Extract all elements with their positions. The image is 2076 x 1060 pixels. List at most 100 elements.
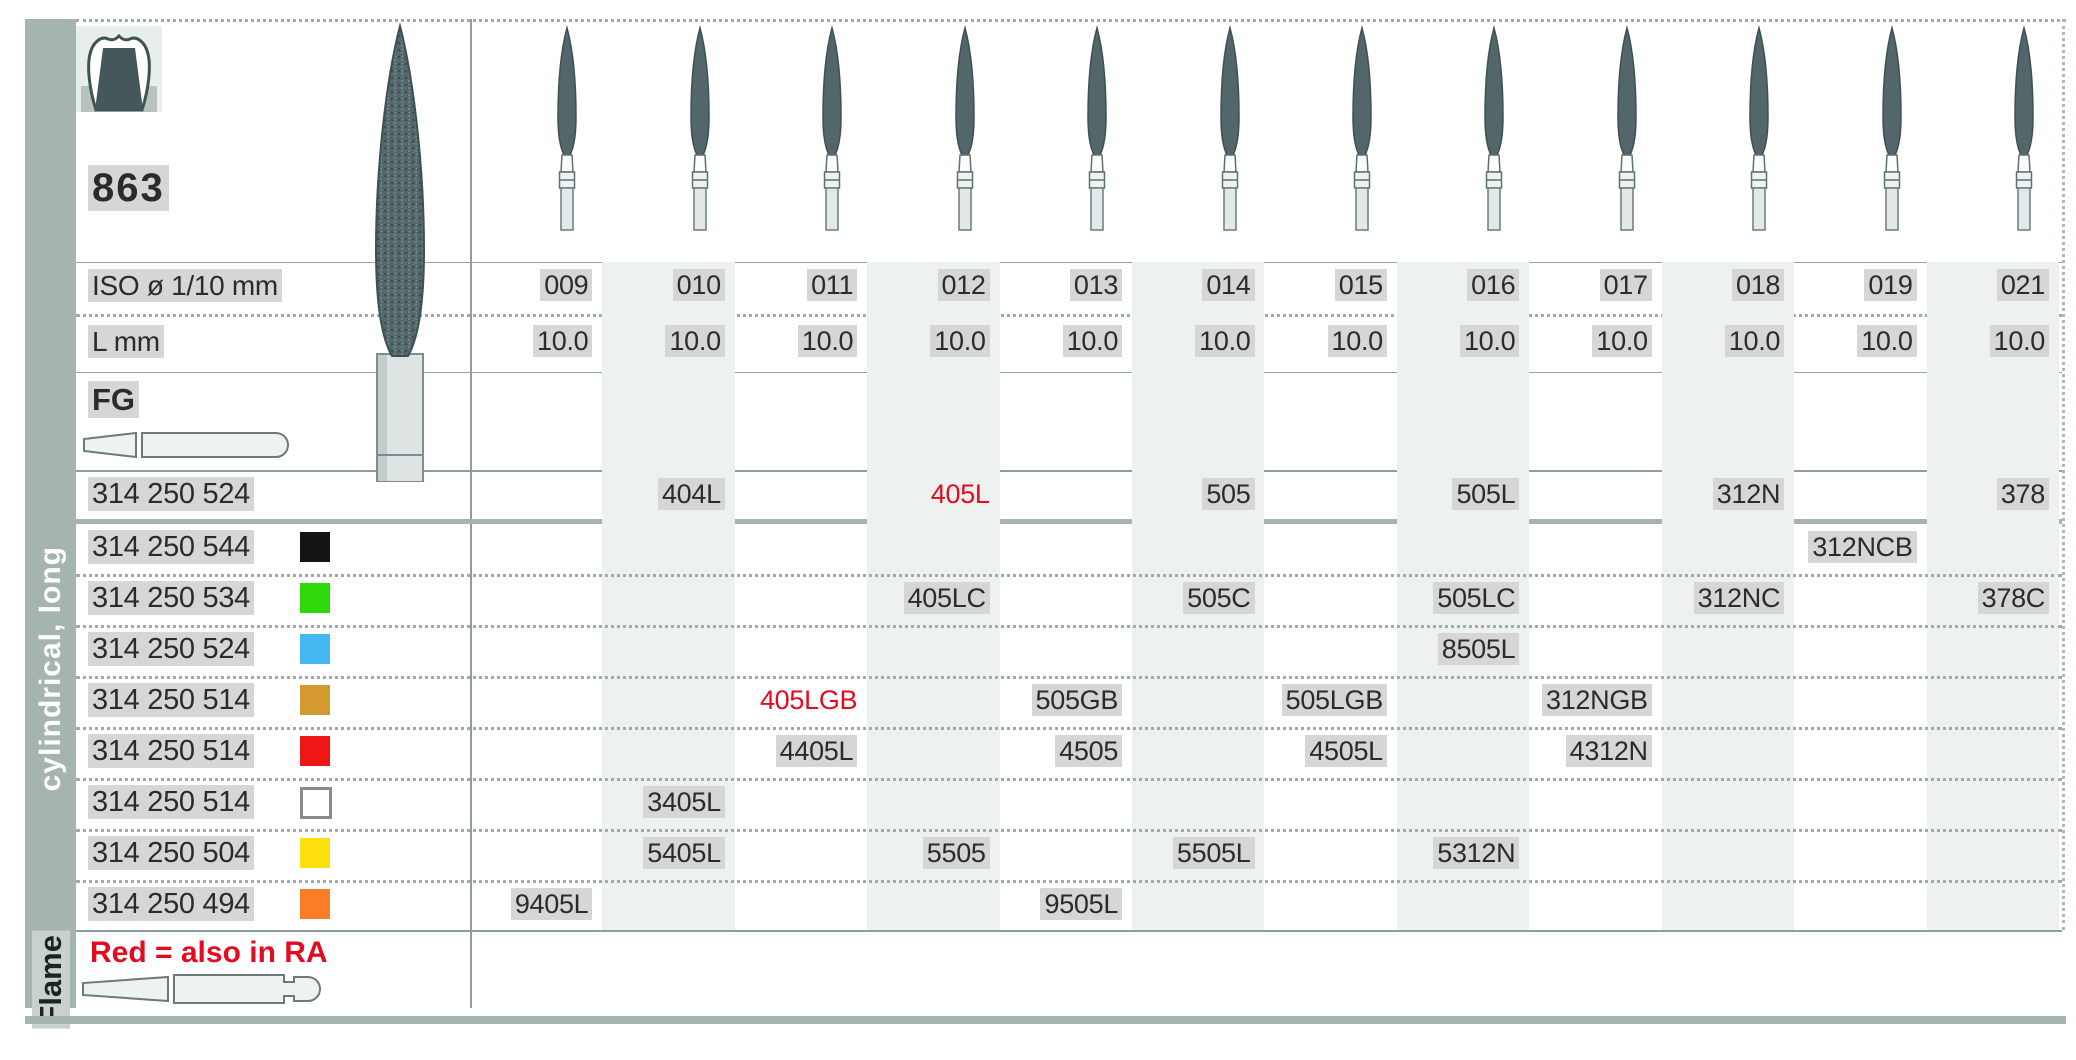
catalog-number-cell: 5505L [1131,837,1255,869]
iso-value: 015 [1334,269,1387,301]
figure-number: 863 [88,165,169,211]
table-row: 314 250 524 8505L [0,629,1990,673]
l-value-cell: 10.0 [1793,325,1917,357]
bur-icon [1075,22,1119,237]
l-value: 10.0 [665,325,725,357]
data-bottom-line [76,930,2062,932]
iso-value: 010 [672,269,725,301]
catalog-number: 378C [1977,582,2049,614]
order-code: 314 250 494 [88,887,254,921]
iso-value: 019 [1864,269,1917,301]
sidebar-shape-label: Flame [25,931,76,1029]
catalog-number: 5312N [1433,837,1520,869]
l-value: 10.0 [1195,325,1255,357]
catalog-number-cell: 505 [1131,478,1255,510]
l-value: 10.0 [1327,325,1387,357]
bur-icon [1870,22,1914,237]
catalog-number: 404L [657,478,725,510]
first-row-separator [76,519,2062,524]
large-bur-image [348,20,452,487]
bur-icon [810,22,854,237]
catalog-number-cell: 4405L [733,735,858,767]
l-value-cell: 10.0 [998,325,1123,357]
iso-value: 018 [1732,269,1785,301]
catalog-number-cell: 5405L [601,837,725,869]
catalog-number-cell: 505GB [998,684,1123,716]
catalog-number-cell: 405LGB [733,685,858,716]
l-value: 10.0 [930,325,990,357]
table-row: 314 250 514 4405L 4505 4505L 4312N [0,731,1990,775]
bur-icon [678,22,722,237]
iso-value-cell: 013 [998,269,1123,301]
table-top-border [76,19,2066,22]
l-value-cell: 10.0 [1660,325,1785,357]
iso-value: 013 [1069,269,1123,301]
iso-row-top-line [76,262,2062,263]
catalog-number: 505C [1183,582,1255,614]
order-code: 314 250 514 [88,734,254,768]
l-value-cell: 10.0 [1131,325,1255,357]
iso-row-label: ISO ø 1/10 mm [88,269,282,302]
row-dotted-separator [76,727,2062,730]
catalog-number-cell: 505C [1131,582,1255,614]
bur-icon [1605,22,1649,237]
catalog-number: 4405L [775,735,858,767]
bur-icon [545,22,589,237]
l-value-cell: 10.0 [1395,325,1520,357]
catalog-number: 312NGB [1541,684,1652,716]
iso-value-cell: 019 [1793,269,1917,301]
iso-value-cell: 010 [601,269,725,301]
l-value: 10.0 [1857,325,1917,357]
iso-value-cell: 012 [866,269,990,301]
fg-shank-icon [80,420,300,475]
catalog-number: 405LGB [759,685,858,715]
l-fg-line [76,372,2062,373]
catalog-number-cell: 5312N [1395,837,1520,869]
catalog-number-cell: 5505 [866,837,990,869]
catalog-number-cell: 312N [1660,478,1785,510]
grit-color-chip [300,634,330,664]
catalog-number-cell: 9505L [998,888,1123,920]
l-value: 10.0 [1592,325,1652,357]
table-row: 314 250 514 3405L [0,782,1990,826]
l-value: 10.0 [1459,325,1520,357]
row-dotted-separator [76,880,2062,883]
order-code: 314 250 504 [88,836,254,870]
iso-value-cell: 018 [1660,269,1785,301]
iso-value-cell: 015 [1263,269,1387,301]
catalog-number: 505 [1202,478,1255,510]
table-row: 314 250 524 404L 405L 505 505L 312N 378 [0,474,2049,518]
catalog-number-cell: 405LC [866,582,990,614]
table-right-border [2062,19,2065,930]
order-code: 314 250 524 [88,477,254,511]
catalog-number-cell: 4505L [1263,735,1387,767]
l-value-cell: 10.0 [601,325,725,357]
catalog-number: 5505 [922,837,990,869]
catalog-number: 4505L [1305,735,1387,767]
row-dotted-separator [76,778,2062,781]
row-dotted-separator [76,574,2062,577]
l-value-cell: 10.0 [1528,325,1652,357]
order-code: 314 250 534 [88,581,254,615]
catalog-number-cell: 9405L [468,888,593,920]
row-dotted-separator [76,625,2062,628]
iso-value: 014 [1202,269,1255,301]
sidebar: cylindrical, long Flame [25,19,76,1029]
iso-value: 017 [1599,269,1652,301]
catalog-number-cell: 312NC [1660,582,1785,614]
iso-value: 016 [1467,269,1520,301]
catalog-number: 505L [1452,478,1520,510]
grit-color-chip [300,787,332,819]
catalog-number-cell: 378 [1925,478,2049,510]
catalog-number-cell: 4312N [1528,735,1652,767]
catalog-number: 312N [1712,478,1785,510]
bur-icon [2002,22,2046,237]
data-top-line [76,470,2062,472]
l-row-label: L mm [88,325,164,358]
catalog-number: 312NC [1693,582,1785,614]
iso-value: 021 [1996,269,2049,301]
grit-color-chip [300,532,330,562]
l-value-cell: 10.0 [1925,325,2049,357]
grit-color-chip [300,685,330,715]
catalog-number-cell: 404L [601,478,725,510]
